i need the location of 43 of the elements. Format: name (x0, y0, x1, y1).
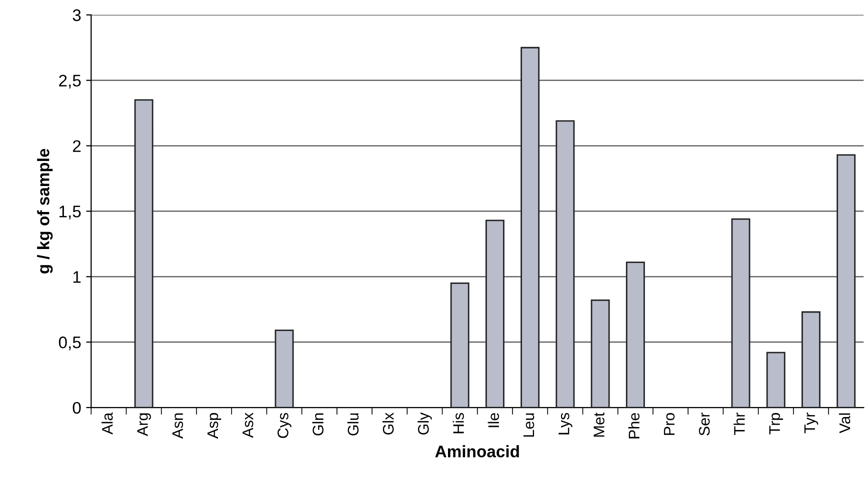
x-tick-label: Met (594, 412, 604, 437)
bar (450, 282, 470, 408)
y-tick-label: 1 (73, 271, 81, 283)
x-tick-label: Asx (242, 412, 254, 438)
x-tick-label: Gln (312, 413, 324, 436)
x-axis-title: Aminoacid (435, 445, 519, 458)
x-tick-label: Asp (207, 413, 222, 439)
x-tick-label: Val (838, 413, 850, 434)
bar (556, 120, 575, 408)
y-tick-label: 2 (72, 140, 81, 152)
bar (626, 262, 645, 408)
x-tick-label: Lys (558, 412, 572, 434)
x-tick-label: Trp (769, 413, 783, 434)
x-tick-label: Ser (698, 412, 710, 436)
x-tick-label: Thr (734, 412, 745, 435)
y-tick-label: 3 (72, 9, 81, 22)
x-tick-label: Glu (347, 413, 359, 436)
x-tick-label: Gly (418, 412, 432, 435)
bar (766, 352, 786, 408)
bar (802, 311, 820, 408)
y-tick-label: 1,5 (60, 206, 81, 220)
x-tick-label: Phe (628, 413, 640, 438)
x-tick-label: Ala (102, 412, 113, 434)
bar (274, 330, 294, 408)
x-tick-label: Ile (488, 413, 500, 428)
x-tick-label: His (452, 412, 464, 434)
x-tick-label: Glx (382, 412, 394, 435)
x-tick-label: Cys (278, 412, 292, 438)
bar (134, 99, 154, 408)
y-axis-title: g / kg of sample (37, 148, 53, 274)
y-tick-label: 0 (72, 402, 81, 414)
y-tick-label: 2,5 (59, 74, 81, 89)
bar (836, 154, 856, 408)
x-tick-label: Pro (664, 413, 675, 435)
x-tick-label: Tyr (804, 412, 818, 434)
bar (520, 46, 540, 408)
bar (590, 300, 610, 408)
x-tick-label: Asn (172, 413, 184, 439)
y-tick-label: 0,5 (58, 336, 81, 350)
bar (731, 218, 750, 408)
x-tick-label: Arg (137, 413, 151, 436)
x-tick-label: Leu (524, 413, 534, 437)
bar (485, 220, 504, 408)
